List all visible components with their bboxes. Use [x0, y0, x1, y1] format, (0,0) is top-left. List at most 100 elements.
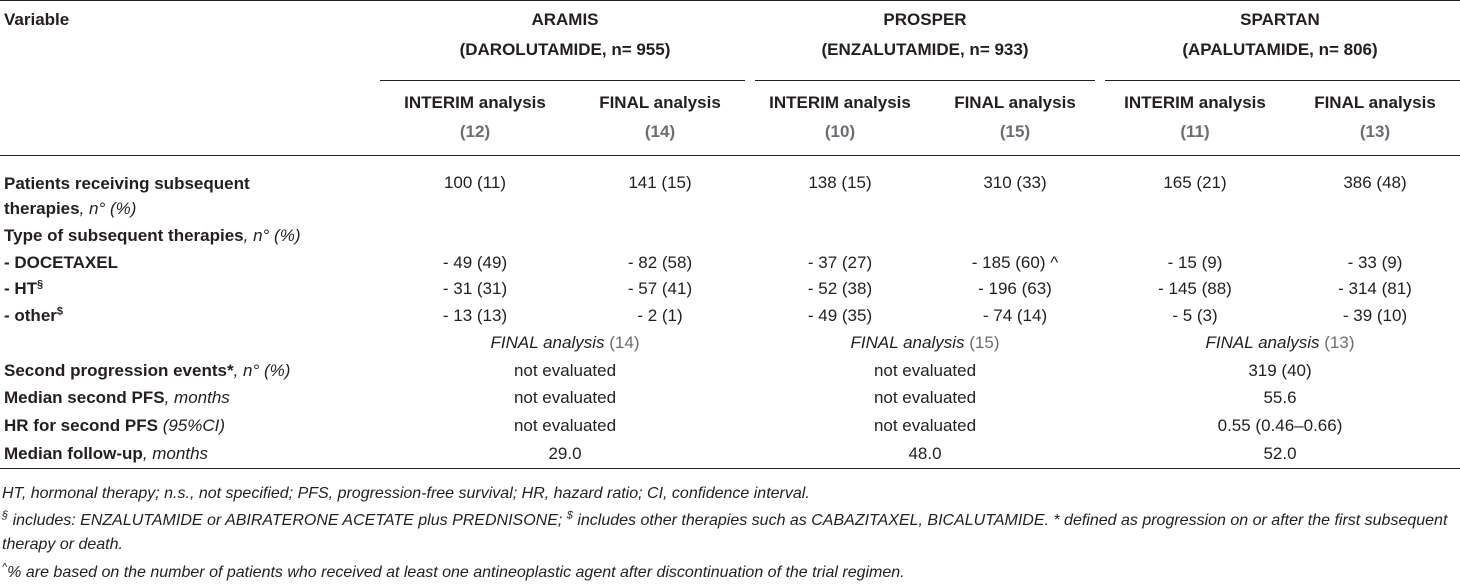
rule — [0, 468, 1460, 469]
cell-text: - 57 (41) — [627, 279, 693, 298]
row-label-text: HR for second PFS — [4, 416, 158, 435]
cell: not evaluated — [380, 388, 750, 408]
cell: - 185 (60) ^ — [930, 253, 1100, 273]
row-label-text: Median follow-up — [4, 444, 143, 463]
cell-text: - 145 (88) — [1158, 279, 1232, 298]
final-analysis-text: FINAL analysis — [850, 333, 965, 352]
cell-text: 0.55 (0.46–0.66) — [1217, 416, 1343, 435]
cell-text: not evaluated — [873, 416, 977, 435]
analysis-label: FINAL analysis — [570, 93, 750, 113]
row-label: Second progression events*, n° (%) — [4, 361, 290, 381]
final-analysis-ref: (13) — [1324, 333, 1355, 352]
cell: - 39 (10) — [1290, 306, 1460, 326]
cell-text: - 74 (14) — [982, 306, 1048, 325]
cell: 100 (11) — [380, 173, 570, 193]
cell-text: not evaluated — [873, 388, 977, 407]
cell-text: 319 (40) — [1248, 361, 1312, 380]
row-label-text: Second progression events* — [4, 361, 234, 380]
row-label: HR for second PFS (95%CI) — [4, 416, 225, 436]
rule — [380, 80, 745, 81]
analysis-label: INTERIM analysis — [750, 93, 930, 113]
analysis-text: FINAL analysis — [599, 93, 721, 112]
cell-text: 141 (15) — [628, 173, 692, 192]
cell: 29.0 — [380, 444, 750, 464]
footnote: HT, hormonal therapy; n.s., not specifie… — [2, 482, 1457, 506]
cell-text: - 33 (9) — [1347, 253, 1403, 272]
group-detail: (DAROLUTAMIDE, n= 955) — [380, 40, 750, 60]
analysis-ref: (11) — [1100, 122, 1290, 142]
cell-text: - 39 (10) — [1342, 306, 1408, 325]
footnote-mark: § — [2, 509, 9, 522]
group-name-text: PROSPER — [883, 10, 967, 29]
cell: 310 (33) — [930, 173, 1100, 193]
cell: - 57 (41) — [570, 279, 750, 299]
row-label-unit: , months — [142, 444, 209, 463]
cell: - 13 (13) — [380, 306, 570, 326]
row-label-unit: , n° (%) — [233, 361, 291, 380]
analysis-text: INTERIM analysis — [1124, 93, 1266, 112]
row-label: Type of subsequent therapies, n° (%) — [4, 226, 301, 246]
analysis-ref-text: (15) — [999, 122, 1031, 141]
cell: 48.0 — [750, 444, 1100, 464]
group-name: ARAMIS — [380, 10, 750, 30]
footnote: ^% are based on the number of patients w… — [2, 561, 1457, 585]
cell: - 145 (88) — [1100, 279, 1290, 299]
final-analysis-text: FINAL analysis — [490, 333, 605, 352]
footnote-mark: $ — [566, 509, 573, 522]
analysis-ref-text: (13) — [1359, 122, 1391, 141]
cell: 55.6 — [1100, 388, 1460, 408]
row-label: Patients receiving subsequent therapies,… — [4, 171, 294, 221]
row-label-unit: (95%CI) — [157, 416, 226, 435]
row-label-text: Patients receiving subsequent therapies — [4, 174, 250, 218]
cell-text: - 52 (38) — [807, 279, 873, 298]
cell-text: - 5 (3) — [1172, 306, 1218, 325]
cell: - 5 (3) — [1100, 306, 1290, 326]
row-label-text: Median second PFS — [4, 388, 165, 407]
analysis-ref-text: (14) — [644, 122, 676, 141]
cell-text: - 196 (63) — [978, 279, 1052, 298]
cell-text: 48.0 — [908, 444, 942, 463]
footnote: § includes: ENZALUTAMIDE or ABIRATERONE … — [2, 509, 1457, 557]
analysis-text: FINAL analysis — [1314, 93, 1436, 112]
analysis-label: INTERIM analysis — [1100, 93, 1290, 113]
row-label-sup: § — [37, 278, 44, 291]
cell: - 196 (63) — [930, 279, 1100, 299]
cell: 141 (15) — [570, 173, 750, 193]
final-analysis-ref: (14) — [609, 333, 640, 352]
footnote-mark: ^ — [2, 561, 8, 574]
analysis-ref: (15) — [930, 122, 1100, 142]
cell-text: - 49 (35) — [807, 306, 873, 325]
cell: - 2 (1) — [570, 306, 750, 326]
cell: - 52 (38) — [750, 279, 930, 299]
cell: 319 (40) — [1100, 361, 1460, 381]
group-detail: (APALUTAMIDE, n= 806) — [1100, 40, 1460, 60]
cell-text: not evaluated — [513, 388, 617, 407]
group-name-text: SPARTAN — [1240, 10, 1320, 29]
analysis-ref-text: (12) — [459, 122, 491, 141]
analysis-text: INTERIM analysis — [769, 93, 911, 112]
cell-text: 138 (15) — [808, 173, 872, 192]
cell-text: - 13 (13) — [442, 306, 508, 325]
analysis-text: INTERIM analysis — [404, 93, 546, 112]
row-label: - other$ — [4, 306, 63, 326]
analysis-ref: (13) — [1290, 122, 1460, 142]
cell-text: 165 (21) — [1163, 173, 1227, 192]
cell-text: - 82 (58) — [627, 253, 693, 272]
rule — [0, 0, 1460, 1]
group-name: PROSPER — [750, 10, 1100, 30]
analysis-ref-text: (11) — [1180, 122, 1210, 141]
cell: 0.55 (0.46–0.66) — [1100, 416, 1460, 436]
cell-text: - 2 (1) — [637, 306, 683, 325]
cell-text: 386 (48) — [1343, 173, 1407, 192]
footnote-text: HT, hormonal therapy; n.s., not specifie… — [2, 485, 810, 502]
row-label: - DOCETAXEL — [4, 253, 118, 273]
group-detail-text: (DAROLUTAMIDE, n= 955) — [459, 40, 671, 59]
cell: not evaluated — [750, 361, 1100, 381]
rule — [1105, 80, 1460, 81]
analysis-label: INTERIM analysis — [380, 93, 570, 113]
cell-text: not evaluated — [873, 361, 977, 380]
row-label-text: - other — [4, 306, 57, 325]
cell: - 314 (81) — [1290, 279, 1460, 299]
cell: - 49 (35) — [750, 306, 930, 326]
final-analysis-label: FINAL analysis (13) — [1100, 333, 1460, 353]
